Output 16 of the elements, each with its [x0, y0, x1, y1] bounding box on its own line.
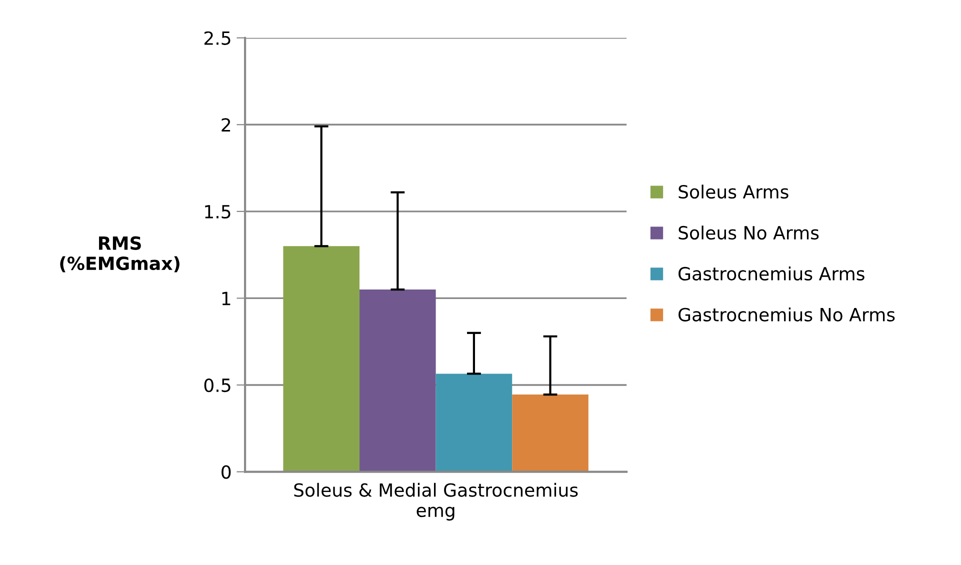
- bar: [512, 394, 588, 472]
- x-tick-label: Soleus & Medial Gastrocnemius emg: [294, 482, 578, 521]
- legend-label: Gastrocnemius No Arms: [678, 308, 895, 322]
- bar: [436, 374, 512, 472]
- y-tick-label: 0: [222, 465, 231, 479]
- y-tick-label: 0.5: [204, 378, 230, 392]
- y-tick-label: 1.5: [205, 205, 230, 219]
- legend-label: Soleus No Arms: [678, 226, 819, 240]
- y-tick-label: 2: [222, 118, 230, 132]
- bar: [283, 246, 360, 472]
- y-tick-label: 2.5: [204, 31, 230, 45]
- legend-label: Soleus Arms: [678, 184, 788, 199]
- y-tick-label: 1: [222, 292, 230, 306]
- y-axis-title: RMS (%EMGmax): [60, 236, 180, 272]
- bar: [360, 290, 436, 472]
- legend-label: Gastrocnemius Arms: [678, 266, 864, 281]
